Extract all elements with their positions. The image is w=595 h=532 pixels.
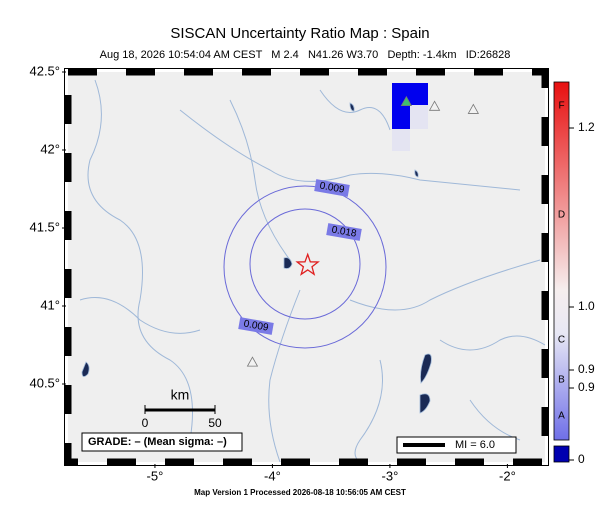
colorbar-label: 1.0 [578, 299, 595, 313]
contour-label-box [326, 223, 362, 241]
map-frame [64, 68, 549, 466]
lon-tick-label: -3° [382, 468, 399, 483]
colorbar-label: 0 [578, 452, 585, 466]
lon-tick-label: -5° [147, 468, 164, 483]
station [467, 103, 480, 114]
colorbar-letter: C [558, 335, 565, 346]
lat-tick-label: 41.5° [29, 219, 60, 234]
grade-box [81, 432, 243, 452]
colorbar-letter: B [558, 375, 565, 386]
lat-tick-label: 42.5° [29, 63, 60, 78]
scale-bar: km 0 50 [142, 387, 222, 430]
colorbar-label: 0.9 [578, 380, 595, 394]
station [428, 100, 441, 111]
colorbar-min [553, 445, 570, 463]
title: SISCAN Uncertainty Ratio Map : Spain [170, 25, 429, 42]
colorbar-letter: F [558, 101, 564, 112]
contour-label-box [238, 317, 274, 335]
lat-tick-label: 40.5° [29, 375, 60, 390]
lon-tick-label: -4° [264, 468, 281, 483]
colorbar-label: 1.2 [578, 120, 595, 134]
lon-tick-label: -2° [499, 468, 516, 483]
contours [223, 185, 387, 349]
contour-label-text: 0.009 [319, 181, 346, 196]
contour-label: 0.009 [238, 317, 274, 335]
lat-tick-label: 42° [40, 141, 60, 156]
scale-label: 0 [142, 416, 149, 430]
contour-label: 0.009 [314, 179, 350, 197]
epicenter [295, 252, 320, 276]
station [400, 95, 413, 107]
grade: GRADE: – (Mean sigma: –) [88, 436, 227, 448]
contour-label-box [314, 179, 350, 197]
scale-label: 50 [208, 416, 222, 430]
lakes [81, 102, 432, 414]
contour-label-text: 0.009 [243, 319, 270, 334]
footer: Map Version 1 Processed 2026-08-18 10:56… [194, 488, 406, 497]
subtitle: Aug 18, 2026 10:54:04 AM CEST M 2.4 N41.… [100, 49, 511, 61]
colorbar [553, 81, 570, 441]
lat-tick-label: 41° [40, 297, 60, 312]
scale-unit: km [171, 387, 190, 403]
legend-label: MI = 6.0 [455, 439, 495, 451]
rivers [79, 79, 546, 463]
station [246, 356, 259, 367]
map-area [68, 72, 545, 462]
contour-label-text: 0.018 [331, 225, 358, 240]
colorbar-letter: D [558, 210, 565, 221]
legend-box [396, 436, 517, 454]
colorbar-label: 0.9 [578, 362, 595, 376]
map-border [64, 68, 549, 466]
uncertainty-cells [392, 83, 428, 151]
contour-label: 0.018 [326, 223, 362, 241]
colorbar-letter: A [558, 411, 565, 422]
